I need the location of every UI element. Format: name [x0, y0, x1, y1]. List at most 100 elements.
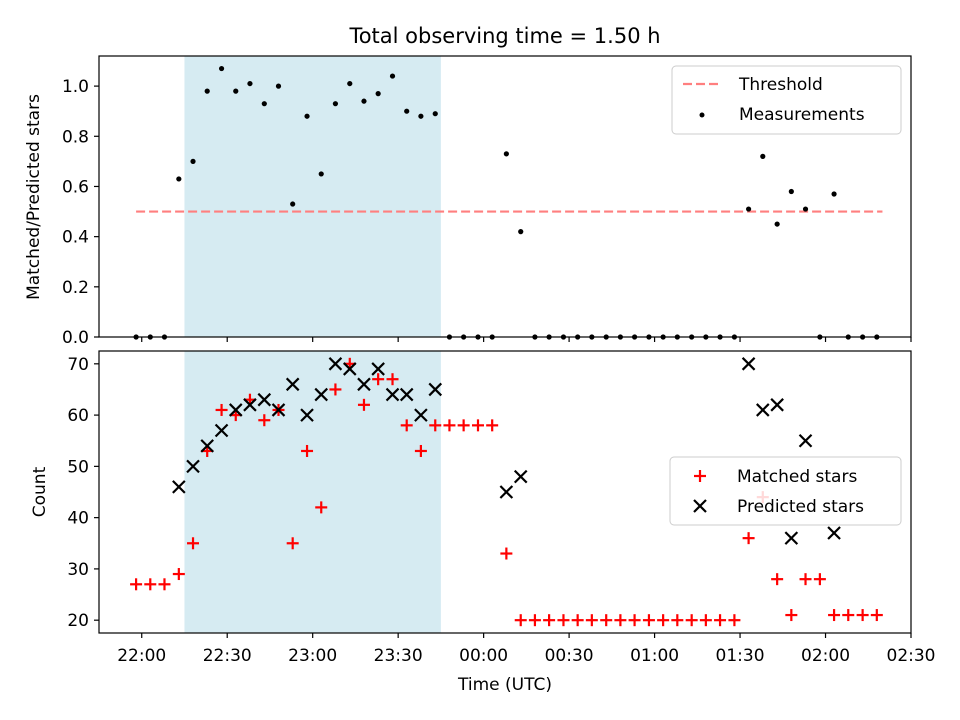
bottom-y-axis: 20 30 40 50 60 70	[67, 355, 99, 631]
matched-star-point	[628, 614, 641, 627]
x-tick-label: 00:00	[459, 646, 508, 666]
matched-star-point	[785, 609, 798, 622]
x-tick-label: 02:00	[801, 646, 850, 666]
top-y-tick-label: 0.2	[62, 278, 89, 298]
matched-star-point	[514, 614, 527, 627]
predicted-star-point	[371, 362, 385, 376]
matched-star-point	[130, 578, 143, 591]
predicted-star-point	[513, 469, 528, 484]
legend-threshold-label: Threshold	[738, 75, 823, 95]
x-tick-label: 22:00	[117, 646, 166, 666]
top-y-tick-label: 0.0	[62, 328, 89, 348]
x-axis-label: Time (UTC)	[457, 675, 552, 695]
measurement-point	[347, 80, 353, 87]
top-y-tick-label: 0.8	[62, 127, 89, 147]
matched-star-point	[671, 614, 684, 627]
matched-star-point	[528, 614, 541, 627]
matched-star-point	[258, 414, 271, 427]
top-x-axis	[141, 337, 912, 342]
observing-window-shade	[184, 56, 441, 337]
predicted-star-point	[741, 357, 756, 371]
matched-star-point	[728, 614, 741, 627]
matched-star-point	[771, 573, 784, 586]
top-y-axis: 0.0 0.2 0.4 0.6 0.8 1.0	[62, 77, 99, 348]
measurement-point	[518, 229, 524, 235]
matched-star-point	[457, 419, 470, 432]
predicted-star-point	[827, 526, 841, 540]
predicted-star-point	[343, 362, 357, 376]
predicted-star-point	[228, 403, 243, 417]
predicted-star-point	[784, 531, 799, 545]
measurement-point	[432, 111, 438, 117]
measurement-point	[746, 206, 752, 212]
bottom-y-tick-label: 60	[67, 406, 89, 426]
predicted-star-point	[385, 387, 400, 402]
top-legend: Threshold Measurements	[671, 65, 902, 135]
matched-star-point	[543, 614, 556, 627]
legend-predicted-label: Predicted stars	[737, 497, 864, 517]
predicted-star-point	[257, 392, 272, 407]
x-tick-label: 01:30	[716, 646, 765, 666]
count-points	[130, 357, 883, 627]
matched-star-point	[315, 501, 328, 514]
measurement-point	[774, 221, 780, 227]
legend-measurements-swatch	[699, 112, 705, 118]
measurement-point	[760, 153, 766, 159]
measurement-point	[290, 201, 296, 207]
predicted-star-point	[798, 433, 813, 448]
predicted-star-point	[214, 423, 229, 438]
matched-star-point	[414, 444, 427, 457]
predicted-star-point	[499, 485, 514, 499]
matched-star-point	[215, 403, 228, 416]
matched-star-point	[742, 532, 755, 545]
measurement-point	[788, 188, 794, 195]
bottom-y-tick-label: 40	[67, 509, 89, 529]
measurement-point	[503, 151, 509, 157]
measurement-point	[218, 65, 225, 72]
matched-star-point	[429, 419, 442, 432]
legend-predicted-swatch	[693, 499, 707, 513]
top-y-tick-label: 0.6	[62, 177, 89, 197]
bottom-panel: 20 30 40 50 60 70 22:00 22:30 23:00 23:30 00:00 00…	[30, 350, 936, 695]
matched-star-point	[329, 383, 342, 396]
matched-star-point	[443, 419, 456, 432]
matched-star-point	[614, 614, 627, 627]
measurement-point	[404, 108, 410, 114]
predicted-star-point	[399, 387, 414, 402]
predicted-star-point	[200, 439, 214, 453]
measurement-point	[318, 171, 324, 177]
x-tick-label: 22:30	[203, 646, 252, 666]
matched-star-point	[870, 609, 883, 622]
predicted-star-point	[285, 377, 300, 392]
top-y-axis-label: Matched/Predicted stars	[24, 94, 44, 300]
bottom-y-tick-label: 70	[67, 355, 89, 375]
measurement-point	[375, 91, 381, 97]
x-tick-label: 00:30	[545, 646, 594, 666]
predicted-star-point	[357, 377, 371, 392]
matched-star-point	[642, 614, 655, 627]
matched-star-point	[799, 573, 812, 586]
matched-star-point	[557, 614, 570, 627]
matched-star-point	[600, 614, 613, 627]
bottom-x-axis: 22:00 22:30 23:00 23:30 00:00 00:30 01:00 01:30…	[117, 633, 936, 666]
top-y-tick-label: 0.4	[62, 228, 89, 248]
matched-star-point	[357, 398, 370, 411]
matched-star-point	[301, 444, 314, 457]
x-tick-label: 23:00	[288, 646, 337, 666]
predicted-star-point	[243, 398, 257, 412]
matched-star-point	[286, 537, 299, 550]
bottom-y-tick-label: 30	[67, 560, 89, 580]
matched-star-point	[828, 609, 841, 622]
matched-star-point	[500, 547, 513, 560]
matched-star-point	[486, 419, 499, 432]
measurement-point	[204, 88, 210, 94]
matched-star-point	[372, 373, 385, 386]
predicted-star-point	[414, 408, 428, 422]
predicted-star-point	[428, 382, 443, 397]
measurement-point	[275, 83, 282, 89]
top-y-tick-label: 1.0	[62, 77, 89, 97]
bottom-plot-frame	[98, 350, 912, 634]
measurement-point	[304, 113, 310, 119]
top-legend-box	[671, 65, 902, 135]
x-tick-label: 23:30	[374, 646, 423, 666]
